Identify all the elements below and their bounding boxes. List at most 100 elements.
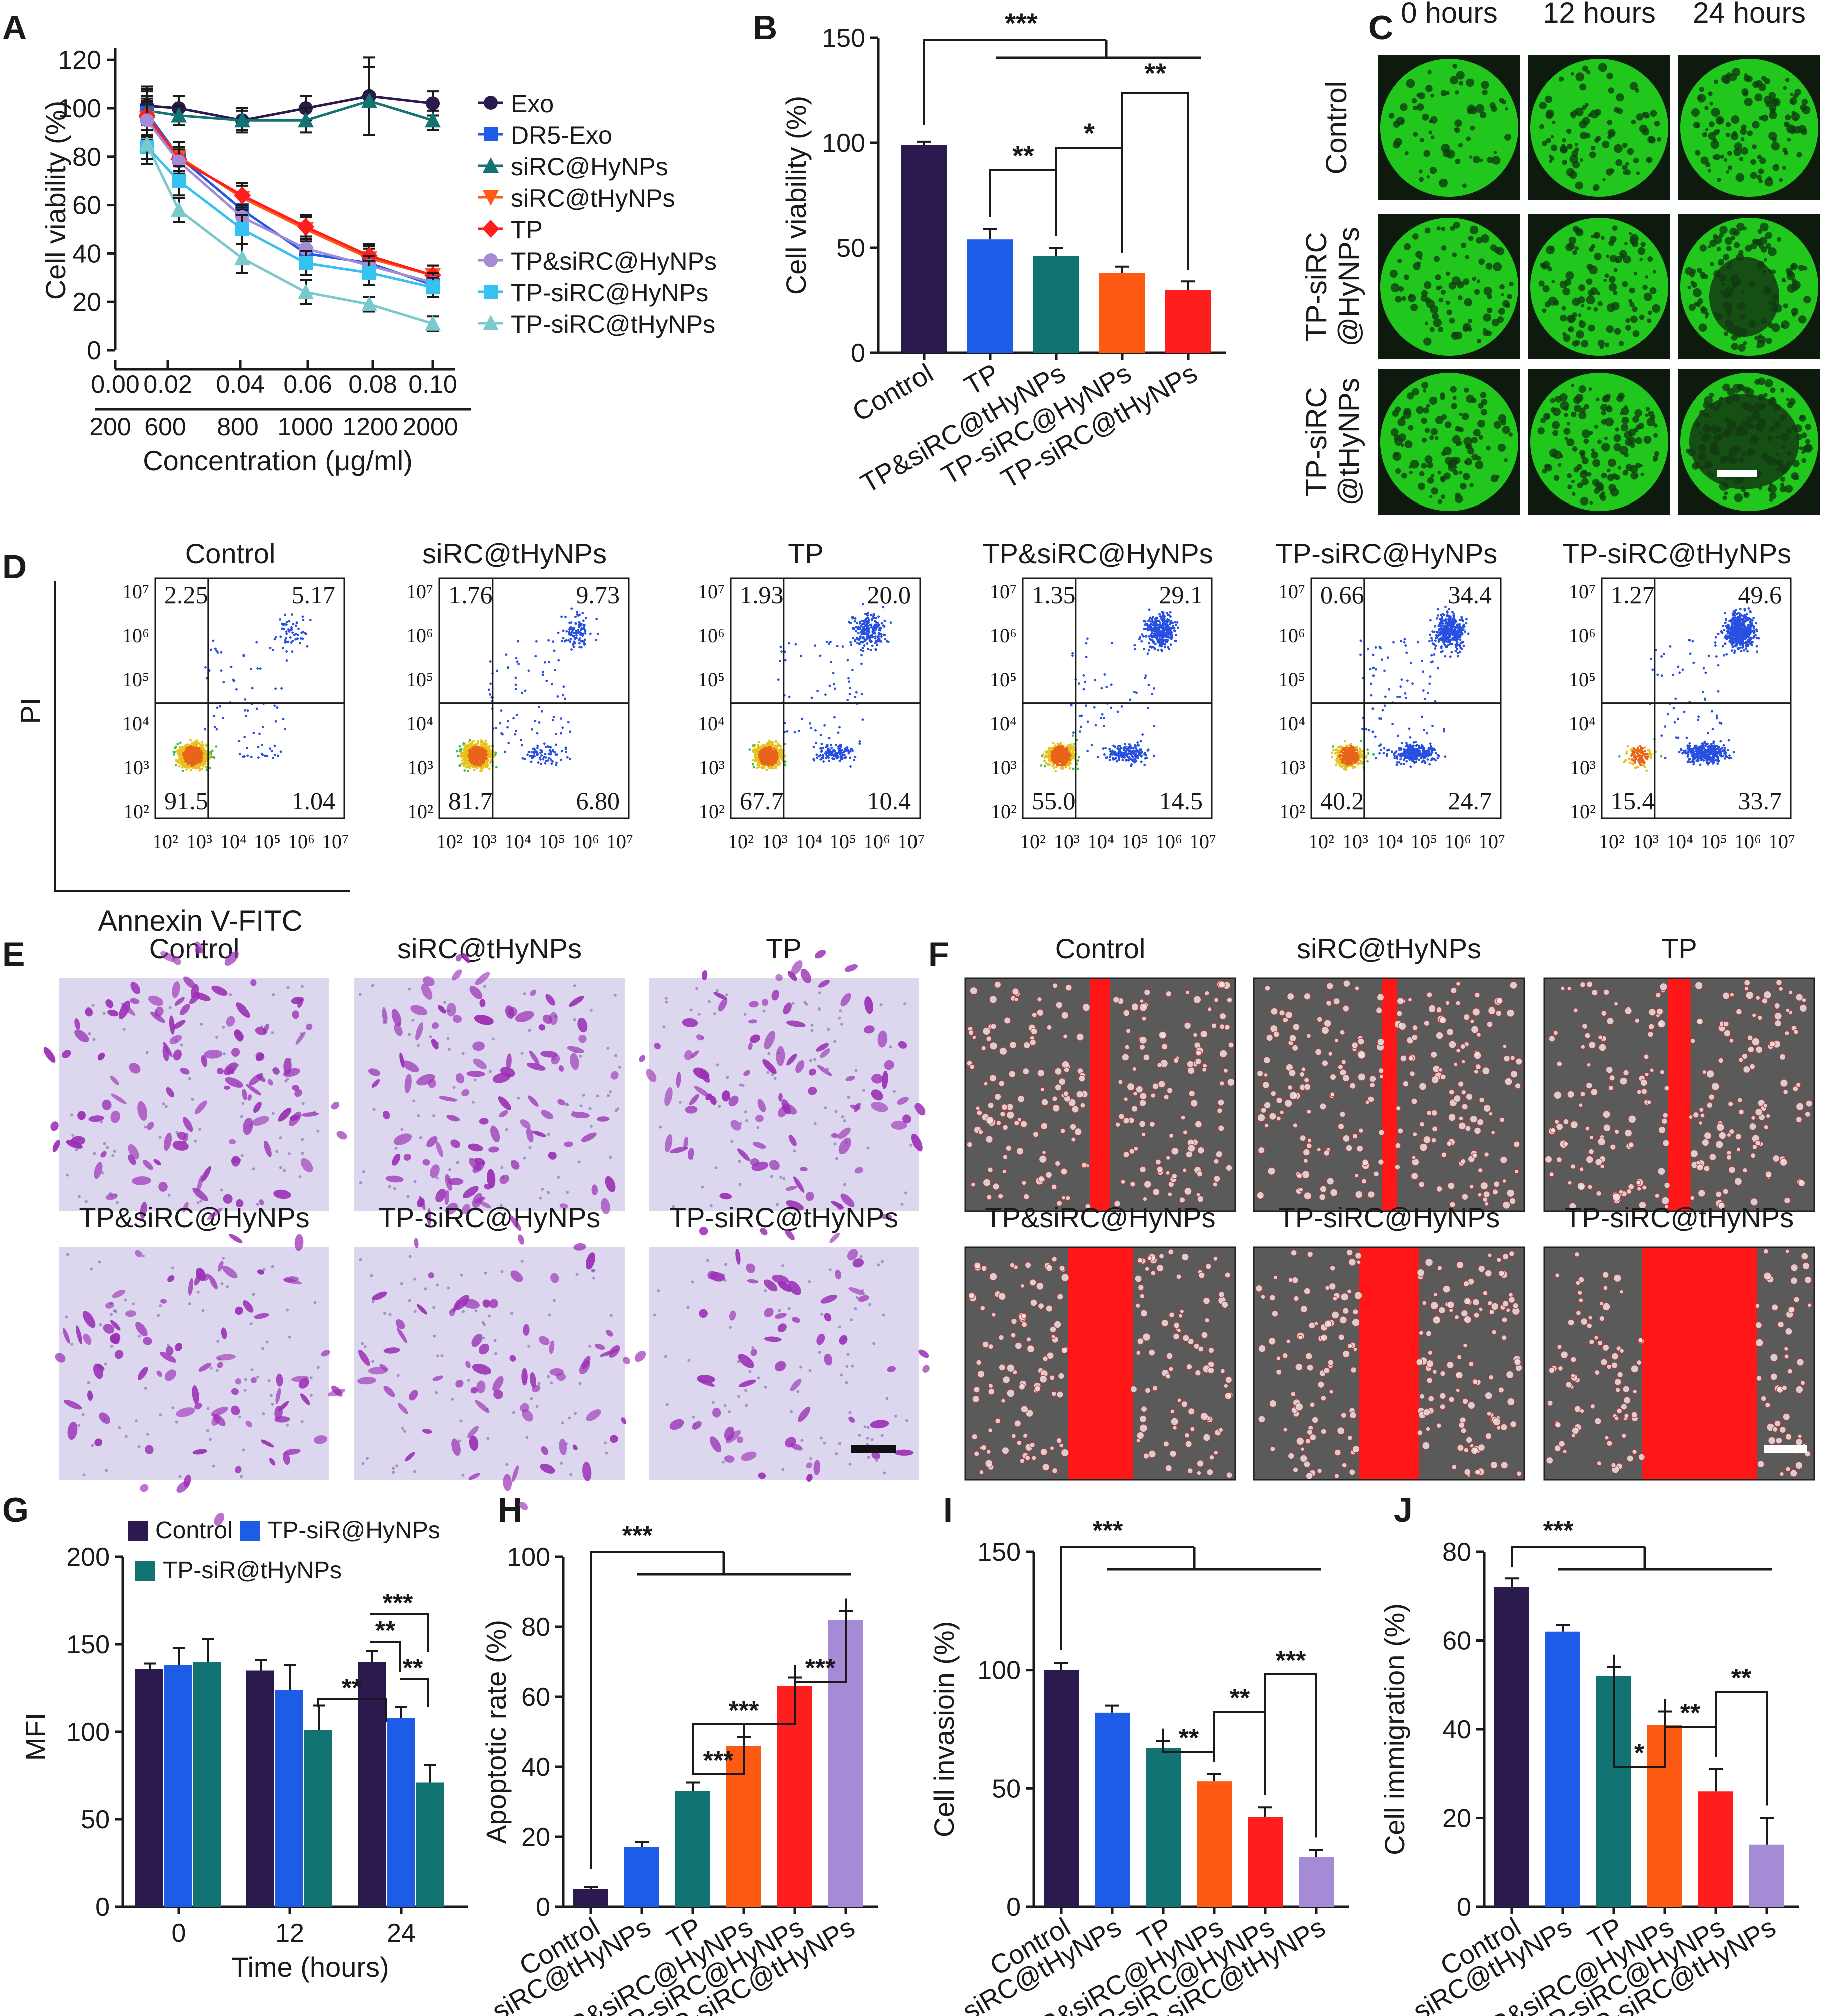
well-image	[1378, 55, 1520, 200]
event-dot	[562, 630, 565, 632]
legend-label-TP-siRC@tHyNPs: TP-siRC@tHyNPs	[511, 310, 715, 338]
data-point-Exo	[426, 96, 440, 110]
well-gap	[1593, 184, 1600, 191]
event-dot	[775, 745, 777, 748]
well-gap	[1709, 121, 1715, 127]
event-dot	[820, 750, 823, 753]
well-gap	[1395, 296, 1402, 303]
event-dot	[252, 732, 255, 734]
well-gap	[1589, 431, 1593, 435]
event-dot	[269, 647, 272, 649]
well-gap	[1499, 98, 1504, 103]
event-dot	[770, 741, 773, 744]
well-gap	[1578, 284, 1585, 291]
legend-label-siRC@tHyNPs: siRC@tHyNPs	[511, 184, 675, 212]
event-dot	[522, 757, 524, 760]
event-dot	[463, 765, 465, 767]
event-dot	[854, 696, 857, 698]
well-gap	[1746, 76, 1753, 82]
well-gap	[1582, 429, 1590, 438]
event-dot	[828, 737, 831, 739]
well-gap	[1638, 247, 1646, 255]
event-dot	[569, 758, 571, 760]
well-gap	[1567, 144, 1572, 149]
well-gap	[1504, 134, 1511, 141]
event-dot	[560, 759, 562, 761]
well-gap	[1724, 331, 1728, 336]
well-gap	[1448, 460, 1456, 468]
event-dot	[800, 655, 802, 657]
tick-label-d-y: 10⁶	[698, 624, 725, 647]
event-dot	[214, 726, 216, 728]
event-dot	[274, 754, 276, 756]
event-dot	[185, 745, 187, 747]
well-gap	[1624, 453, 1628, 457]
event-dot	[181, 746, 184, 748]
event-dot	[1148, 642, 1150, 645]
well-gap	[1425, 321, 1428, 325]
event-dot	[763, 761, 765, 764]
well-gap	[1618, 466, 1621, 470]
well-gap	[1640, 242, 1645, 247]
well-gap	[1591, 448, 1595, 452]
well-gap	[1475, 461, 1483, 469]
event-dot	[545, 756, 547, 759]
well-gap	[1539, 280, 1545, 286]
well-gap	[1480, 112, 1486, 118]
event-dot	[860, 649, 862, 651]
well-gap	[1615, 427, 1619, 431]
well-gap	[1743, 387, 1750, 394]
well-gap	[1787, 138, 1791, 142]
well-gap	[1554, 475, 1560, 481]
well-gap	[1560, 455, 1563, 458]
event-dot	[872, 627, 874, 629]
well-gap	[1731, 343, 1738, 350]
well-gap	[1487, 307, 1492, 313]
sig-label-b-1: ***	[1005, 7, 1038, 39]
event-dot	[500, 709, 503, 712]
event-dot	[576, 611, 578, 613]
event-dot	[536, 732, 539, 735]
event-dot	[271, 750, 273, 752]
well-gap	[1770, 387, 1775, 393]
well-gap	[1764, 178, 1773, 187]
well-gap	[1623, 170, 1627, 175]
event-dot	[831, 753, 834, 755]
event-dot	[1148, 635, 1150, 638]
event-dot	[880, 635, 883, 638]
event-dot	[771, 760, 773, 763]
event-dot	[819, 754, 822, 757]
well-monolayer	[1530, 59, 1668, 197]
bar-TP-siRC@tHyNPs	[1165, 290, 1211, 353]
well-gap	[1466, 78, 1474, 87]
well-gap	[1421, 418, 1428, 424]
event-dot	[570, 648, 573, 651]
well-gap	[1578, 314, 1582, 317]
well-image	[1378, 214, 1520, 359]
well-gap	[1400, 119, 1405, 124]
event-dot	[306, 645, 309, 648]
well-gap	[1726, 246, 1732, 251]
event-dot	[501, 733, 504, 736]
event-dot	[194, 743, 196, 746]
event-dot	[838, 726, 841, 729]
well-gap	[1493, 262, 1502, 271]
event-dot	[472, 756, 475, 758]
event-dot	[836, 756, 839, 759]
well-gap	[1703, 274, 1708, 280]
well-gap	[1650, 110, 1657, 117]
well-gap	[1573, 467, 1579, 472]
well-gap	[1769, 492, 1776, 499]
tick-label-d-y: 10⁴	[406, 712, 433, 735]
event-dot	[457, 755, 460, 757]
event-dot	[555, 743, 557, 746]
well-gap	[1462, 183, 1467, 188]
well-gap	[1463, 323, 1471, 331]
well-gap	[1708, 91, 1713, 96]
well-gap	[1419, 170, 1423, 174]
event-dot	[870, 635, 872, 638]
well-gap	[1546, 246, 1555, 255]
event-dot	[849, 693, 851, 695]
event-dot	[485, 761, 487, 763]
event-dot	[531, 728, 533, 731]
